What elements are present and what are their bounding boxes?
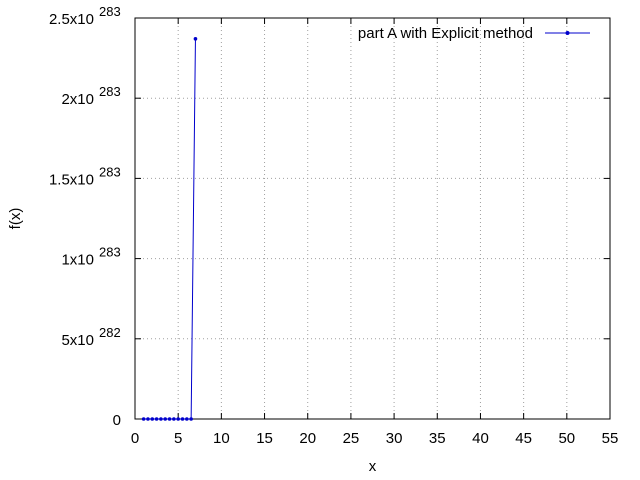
- plot-frame: [134, 17, 611, 420]
- y-tick-label: 0: [113, 412, 121, 429]
- series-line: [143, 38, 196, 420]
- grid: [135, 18, 610, 419]
- data-point: [185, 417, 189, 421]
- x-tick-label: 5: [174, 430, 182, 447]
- y-tick-label: 1x10: [61, 252, 94, 269]
- x-tick-label: 25: [343, 430, 360, 447]
- y-tick-exponent: 283: [99, 245, 121, 260]
- data-point: [141, 417, 146, 421]
- y-tick-label: 2.5x10: [49, 11, 94, 28]
- y-tick-label: 5x10: [61, 332, 94, 349]
- x-axis-label: x: [369, 458, 377, 475]
- y-axis-label: f(x): [7, 208, 24, 230]
- legend: part A with Explicit method: [358, 25, 590, 42]
- x-tick-label: 45: [515, 430, 532, 447]
- x-tick-label: 35: [429, 430, 446, 447]
- y-tick-label: 2x10: [61, 91, 94, 108]
- series-group: [141, 37, 198, 421]
- data-point: [193, 37, 198, 41]
- x-tick-labels: 0 5 10 15 20 25 30 35 40 45 50 55: [131, 430, 619, 447]
- y-tick-labels: 0 5x10 282 1x10 283 1.5x10 283 2x10 283 2.5x10 283: [49, 4, 121, 429]
- legend-marker: [565, 31, 570, 35]
- x-tick-label: 0: [131, 430, 139, 447]
- axis-ticks: [134, 17, 611, 420]
- y-tick-label: 1.5x10: [49, 171, 94, 188]
- legend-label: part A with Explicit method: [358, 25, 533, 42]
- x-tick-label: 15: [256, 430, 273, 447]
- y-tick-exponent: 283: [99, 164, 121, 179]
- data-point: [180, 417, 185, 421]
- data-point: [150, 417, 155, 421]
- x-tick-label: 50: [558, 430, 575, 447]
- x-tick-label: 10: [213, 430, 230, 447]
- data-point: [167, 417, 172, 421]
- y-tick-exponent: 283: [99, 84, 121, 99]
- data-point: [189, 417, 193, 421]
- y-tick-exponent: 283: [99, 4, 121, 19]
- x-tick-label: 55: [602, 430, 619, 447]
- x-tick-label: 40: [472, 430, 489, 447]
- data-point: [159, 417, 163, 421]
- x-tick-label: 30: [386, 430, 403, 447]
- data-point: [172, 417, 176, 421]
- x-tick-label: 20: [299, 430, 316, 447]
- data-point: [176, 417, 180, 421]
- y-tick-exponent: 282: [99, 325, 121, 340]
- data-point: [163, 417, 168, 421]
- data-point: [154, 417, 159, 421]
- data-point: [146, 417, 150, 421]
